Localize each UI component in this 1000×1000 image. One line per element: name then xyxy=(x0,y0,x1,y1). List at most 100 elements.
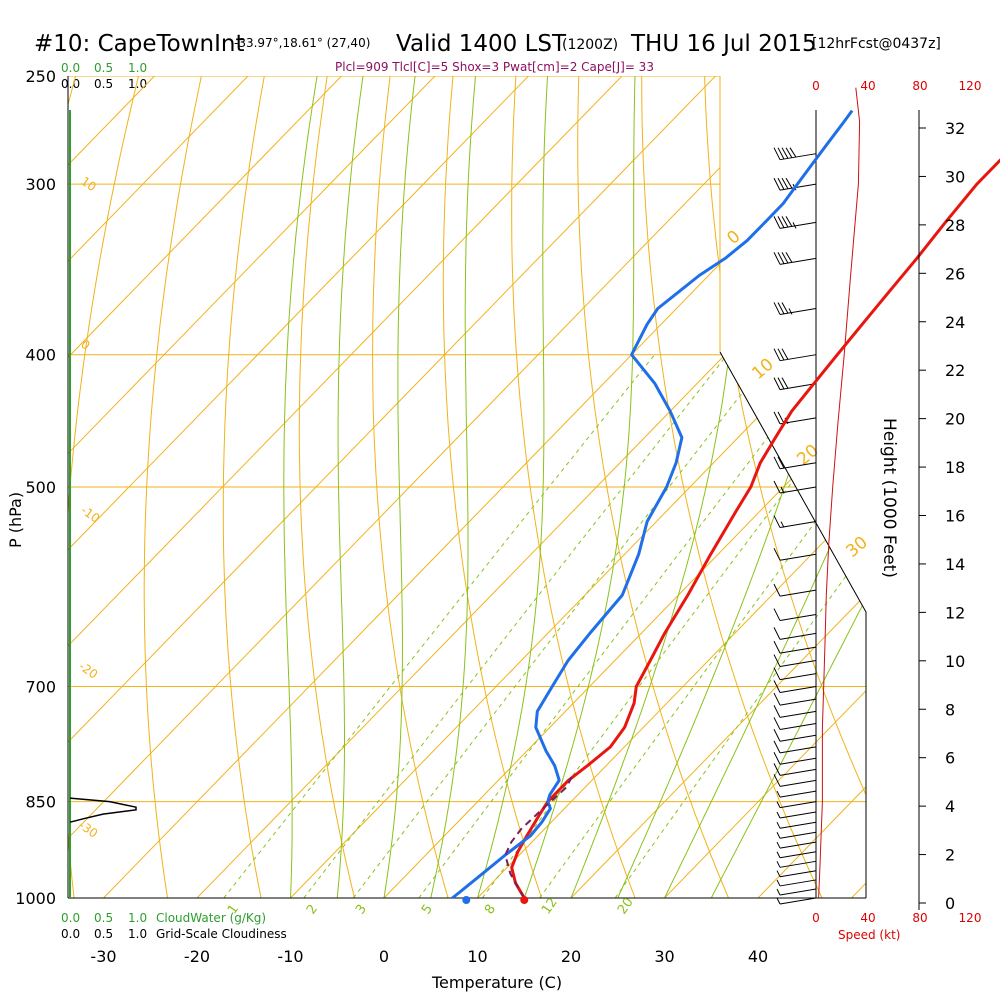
wind-barb xyxy=(773,547,817,561)
wind-barb-flag xyxy=(773,667,781,680)
wind-barb xyxy=(773,147,817,161)
mixing-ratio-line xyxy=(614,354,866,898)
wind-barb xyxy=(773,752,817,765)
wind-barb-flag xyxy=(773,515,781,528)
cloudwater-bottom-05: 0.5 xyxy=(94,911,113,925)
isotherm xyxy=(68,76,190,898)
cloudiness-title: Grid-Scale Cloudiness xyxy=(156,927,287,941)
wind-barb xyxy=(773,774,817,787)
side-panels xyxy=(69,87,861,905)
height-tick-label: 12 xyxy=(945,603,965,622)
wind-barb xyxy=(776,841,817,849)
forecast-label: [12hrFcst@0437z] xyxy=(812,36,941,52)
wind-barb xyxy=(773,680,817,694)
isotherm-label: 10 xyxy=(748,355,777,384)
wind-barb-shaft xyxy=(779,888,817,896)
height-tick-label: 14 xyxy=(945,555,965,574)
wind-barb-shaft xyxy=(779,698,817,706)
dry-adiabat xyxy=(143,76,234,898)
wind-barb-flag xyxy=(781,348,789,360)
isotherm-label: -20 xyxy=(76,659,100,682)
isotherm xyxy=(823,76,866,898)
grid-lines xyxy=(0,0,866,927)
wind-barb-flag xyxy=(781,177,789,190)
wind-barb xyxy=(773,717,817,730)
wind-barb xyxy=(773,216,817,229)
mixing-ratio-line xyxy=(352,354,773,898)
wind-barb-shaft xyxy=(779,811,817,819)
wind-barb-flag xyxy=(773,608,781,621)
wind-barb xyxy=(773,667,817,681)
wind-barb xyxy=(773,177,817,191)
isotherm xyxy=(0,0,3,927)
cloudiness-top-05: 0.5 xyxy=(94,77,113,91)
wind-barb xyxy=(773,252,817,265)
isotherm xyxy=(262,76,866,898)
wind-barb-shaft xyxy=(779,257,817,265)
wind-barb-flag xyxy=(785,216,793,227)
speed-bottom-0: 0 xyxy=(812,911,820,925)
wind-barb-shaft xyxy=(779,801,817,809)
cloudwater-top-0: 0.0 xyxy=(61,61,80,75)
wind-barb-flag xyxy=(777,216,785,229)
sounding-params: Plcl=909 Tlcl[C]=5 Shox=3 Pwat[cm]=2 Cap… xyxy=(335,60,654,74)
height-tick-label: 0 xyxy=(945,894,955,913)
wind-barb-flag xyxy=(773,692,781,706)
height-tick-label: 2 xyxy=(945,846,955,865)
wind-barb-half xyxy=(776,811,781,819)
isotherm xyxy=(75,76,866,898)
pressure-tick-label: 850 xyxy=(25,793,56,812)
height-tick-label: 30 xyxy=(945,167,965,186)
wind-barb-flag xyxy=(773,377,781,390)
height-tick-label: 6 xyxy=(945,749,955,768)
wind-barb-flag xyxy=(777,348,785,361)
wind-barb-half xyxy=(776,879,781,887)
temperature-tick-label: 40 xyxy=(748,947,768,966)
wind-barb xyxy=(776,851,817,859)
isotherm-label: 0 xyxy=(78,337,92,353)
wind-barb-shaft xyxy=(779,870,817,878)
surface-dewpoint-marker xyxy=(462,896,471,904)
wind-barb xyxy=(776,888,817,896)
isotherm xyxy=(68,76,751,898)
speed-top-80: 80 xyxy=(912,79,927,93)
isotherm xyxy=(168,76,866,898)
wind-barb-shaft xyxy=(779,710,817,718)
wind-barb-flag xyxy=(781,377,789,389)
utc-time: (1200Z) xyxy=(562,37,618,53)
wind-barb-shaft xyxy=(779,821,817,829)
wind-barb-shaft xyxy=(779,722,817,730)
height-tick-label: 18 xyxy=(945,458,965,477)
cloudiness-bottom-1: 1.0 xyxy=(128,927,147,941)
mixing-ratio-line xyxy=(223,354,655,898)
height-tick-label: 22 xyxy=(945,361,965,380)
height-tick-label: 28 xyxy=(945,216,965,235)
dewpoint-line xyxy=(451,109,854,900)
wind-barb-flag xyxy=(773,627,781,640)
isotherm xyxy=(542,76,866,898)
wind-barb-shaft xyxy=(779,589,817,597)
wind-barb xyxy=(773,627,817,640)
wind-barb-half xyxy=(776,888,781,896)
dry-adiabat xyxy=(298,76,363,898)
cloudiness-top-0: 0.0 xyxy=(61,77,80,91)
wind-barb-flag xyxy=(773,480,781,494)
speed-top-0: 0 xyxy=(812,79,820,93)
y-axis-title: P (hPa) xyxy=(6,492,25,548)
dry-adiabat xyxy=(442,76,552,898)
dry-adiabat xyxy=(372,76,458,898)
wind-barb-shaft xyxy=(779,614,817,622)
temperature-line xyxy=(510,158,1000,899)
wind-barb xyxy=(773,456,817,470)
wind-barb-half xyxy=(776,821,781,829)
wind-barb xyxy=(773,740,817,754)
profile-series xyxy=(451,109,1000,904)
wind-barb-shaft xyxy=(779,831,817,839)
wind-barb-flag xyxy=(773,729,781,742)
wind-barb xyxy=(776,821,817,829)
isotherm xyxy=(449,76,866,898)
wind-barb-shaft xyxy=(779,860,817,868)
wind-barb xyxy=(776,801,817,809)
wind-speed-profile xyxy=(818,87,861,899)
